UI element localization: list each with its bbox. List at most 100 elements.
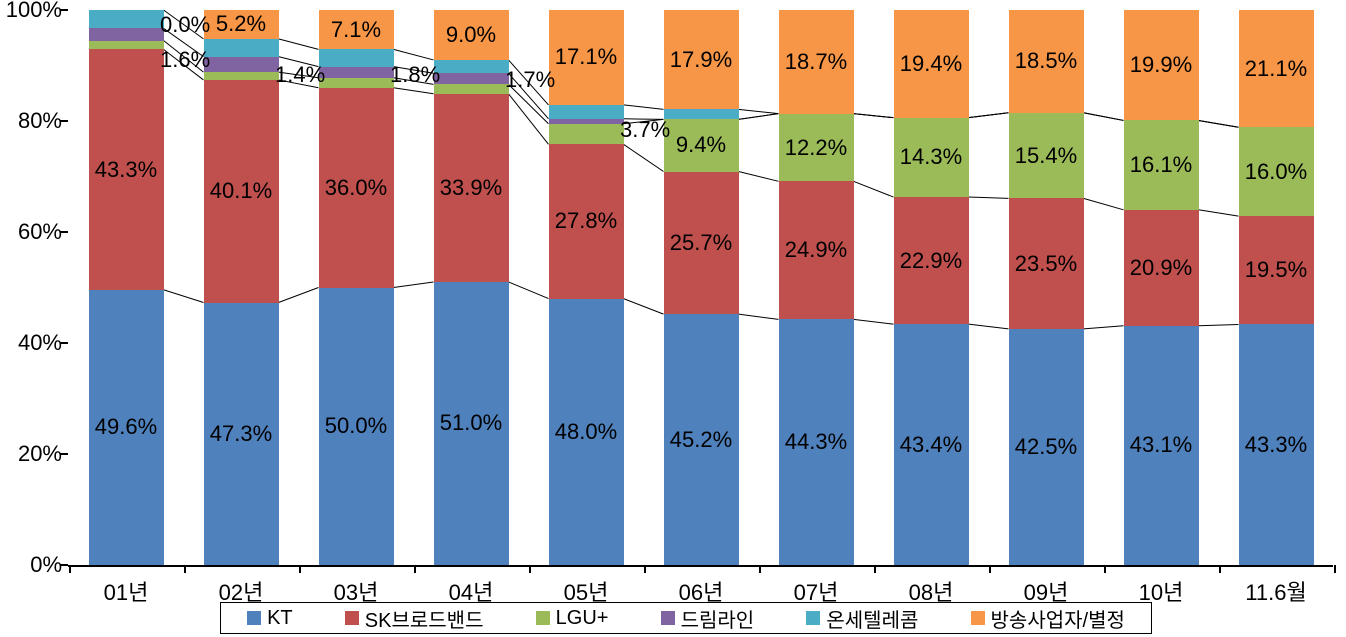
bar-segment-onse: [89, 10, 164, 28]
data-label-kt: 44.3%: [785, 429, 847, 455]
legend-item-kt: KT: [247, 607, 293, 630]
bar-column: [1124, 10, 1199, 565]
bar-column: [319, 10, 394, 565]
data-label-lgu: 3.7%: [620, 117, 670, 143]
data-label-brd: 18.5%: [1015, 48, 1077, 74]
data-label-brd: 7.1%: [331, 17, 381, 43]
data-label-brd: 17.1%: [555, 44, 617, 70]
x-tick-mark: [874, 565, 876, 573]
bar-segment-lgu: [319, 78, 394, 88]
data-label-brd: 0.0%: [160, 12, 210, 38]
bar-segment-onse: [434, 60, 509, 73]
data-label-sk: 20.9%: [1130, 255, 1192, 281]
bar-column: [664, 10, 739, 565]
bar-column: [1009, 10, 1084, 565]
data-label-sk: 22.9%: [900, 248, 962, 274]
y-tick-label: 60%: [2, 219, 62, 245]
data-label-brd: 17.9%: [670, 47, 732, 73]
bar-column: [779, 10, 854, 565]
data-label-lgu: 12.2%: [785, 135, 847, 161]
bar-segment-dream: [434, 73, 509, 84]
bar-segment-lgu: [549, 124, 624, 145]
bar-column: [549, 10, 624, 565]
x-category-label: 02년: [184, 575, 299, 607]
data-label-lgu: 14.3%: [900, 144, 962, 170]
data-label-sk: 19.5%: [1245, 257, 1307, 283]
y-tick-label: 100%: [2, 0, 62, 23]
y-tick-label: 20%: [2, 441, 62, 467]
data-label-kt: 51.0%: [440, 410, 502, 436]
data-label-kt: 42.5%: [1015, 434, 1077, 460]
x-tick-mark: [759, 565, 761, 573]
data-label-sk: 27.8%: [555, 208, 617, 234]
bar-segment-dream: [319, 67, 394, 78]
bar-column: [89, 10, 164, 565]
y-tick-mark: [60, 564, 68, 566]
data-label-lgu: 1.4%: [275, 62, 325, 88]
plot-area: 49.6%43.3%47.3%40.1%5.2%50.0%36.0%7.1%51…: [68, 10, 1333, 567]
x-tick-mark: [1219, 565, 1221, 573]
data-label-brd: 5.2%: [216, 11, 266, 37]
data-label-sk: 33.9%: [440, 175, 502, 201]
chart-root: 49.6%43.3%47.3%40.1%5.2%50.0%36.0%7.1%51…: [0, 0, 1346, 637]
bar-segment-onse: [549, 105, 624, 119]
data-label-brd: 19.9%: [1130, 52, 1192, 78]
data-label-brd: 19.4%: [900, 51, 962, 77]
bar-segment-dream: [89, 28, 164, 40]
bar-segment-lgu: [89, 41, 164, 50]
data-label-sk: 23.5%: [1015, 251, 1077, 277]
data-label-lgu: 16.1%: [1130, 152, 1192, 178]
y-tick-mark: [60, 9, 68, 11]
data-label-sk: 25.7%: [670, 230, 732, 256]
x-category-label: 03년: [299, 575, 414, 607]
bar-column: [1239, 10, 1314, 565]
y-tick-mark: [60, 120, 68, 122]
y-tick-label: 40%: [2, 330, 62, 356]
data-label-brd: 21.1%: [1245, 56, 1307, 82]
data-label-brd: 18.7%: [785, 49, 847, 75]
legend-swatch: [345, 611, 359, 625]
x-category-label: 01년: [69, 575, 184, 607]
bar-column: [894, 10, 969, 565]
legend-item-sk: SK브로드밴드: [345, 604, 484, 633]
data-label-sk: 40.1%: [210, 178, 272, 204]
data-label-brd: 9.0%: [446, 22, 496, 48]
bar-segment-dream: [204, 57, 279, 73]
legend-swatch: [971, 611, 985, 625]
x-category-label: 08년: [874, 575, 989, 607]
data-label-lgu: 1.7%: [505, 67, 555, 93]
data-label-sk: 43.3%: [95, 157, 157, 183]
data-label-kt: 43.4%: [900, 432, 962, 458]
y-tick-mark: [60, 453, 68, 455]
x-tick-mark: [989, 565, 991, 573]
data-label-lgu: 1.8%: [390, 62, 440, 88]
data-label-kt: 43.3%: [1245, 432, 1307, 458]
legend-item-lgu: LGU+: [536, 607, 609, 630]
bar-column: [204, 10, 279, 565]
legend-swatch: [661, 611, 675, 625]
data-label-kt: 45.2%: [670, 427, 732, 453]
x-category-label: 07년: [759, 575, 874, 607]
data-label-kt: 49.6%: [95, 414, 157, 440]
bar-segment-lgu: [204, 72, 279, 80]
legend-label: 방송사업자/별정: [991, 604, 1125, 633]
bar-segment-onse: [319, 49, 394, 66]
data-label-kt: 43.1%: [1130, 432, 1192, 458]
data-label-kt: 50.0%: [325, 413, 387, 439]
x-tick-mark: [414, 565, 416, 573]
legend-swatch: [806, 611, 820, 625]
legend-swatch: [536, 611, 550, 625]
x-category-label: 10년: [1104, 575, 1219, 607]
data-label-lgu: 15.4%: [1015, 143, 1077, 169]
legend-item-brd: 방송사업자/별정: [971, 604, 1125, 633]
x-category-label: 05년: [529, 575, 644, 607]
data-label-sk: 36.0%: [325, 175, 387, 201]
y-tick-label: 80%: [2, 108, 62, 134]
legend-label: SK브로드밴드: [365, 604, 484, 633]
bar-segment-onse: [664, 109, 739, 119]
data-label-lgu: 16.0%: [1245, 159, 1307, 185]
x-tick-mark: [69, 565, 71, 573]
x-category-label: 09년: [989, 575, 1104, 607]
legend-label: 온세텔레콤: [826, 604, 918, 633]
data-label-kt: 48.0%: [555, 419, 617, 445]
